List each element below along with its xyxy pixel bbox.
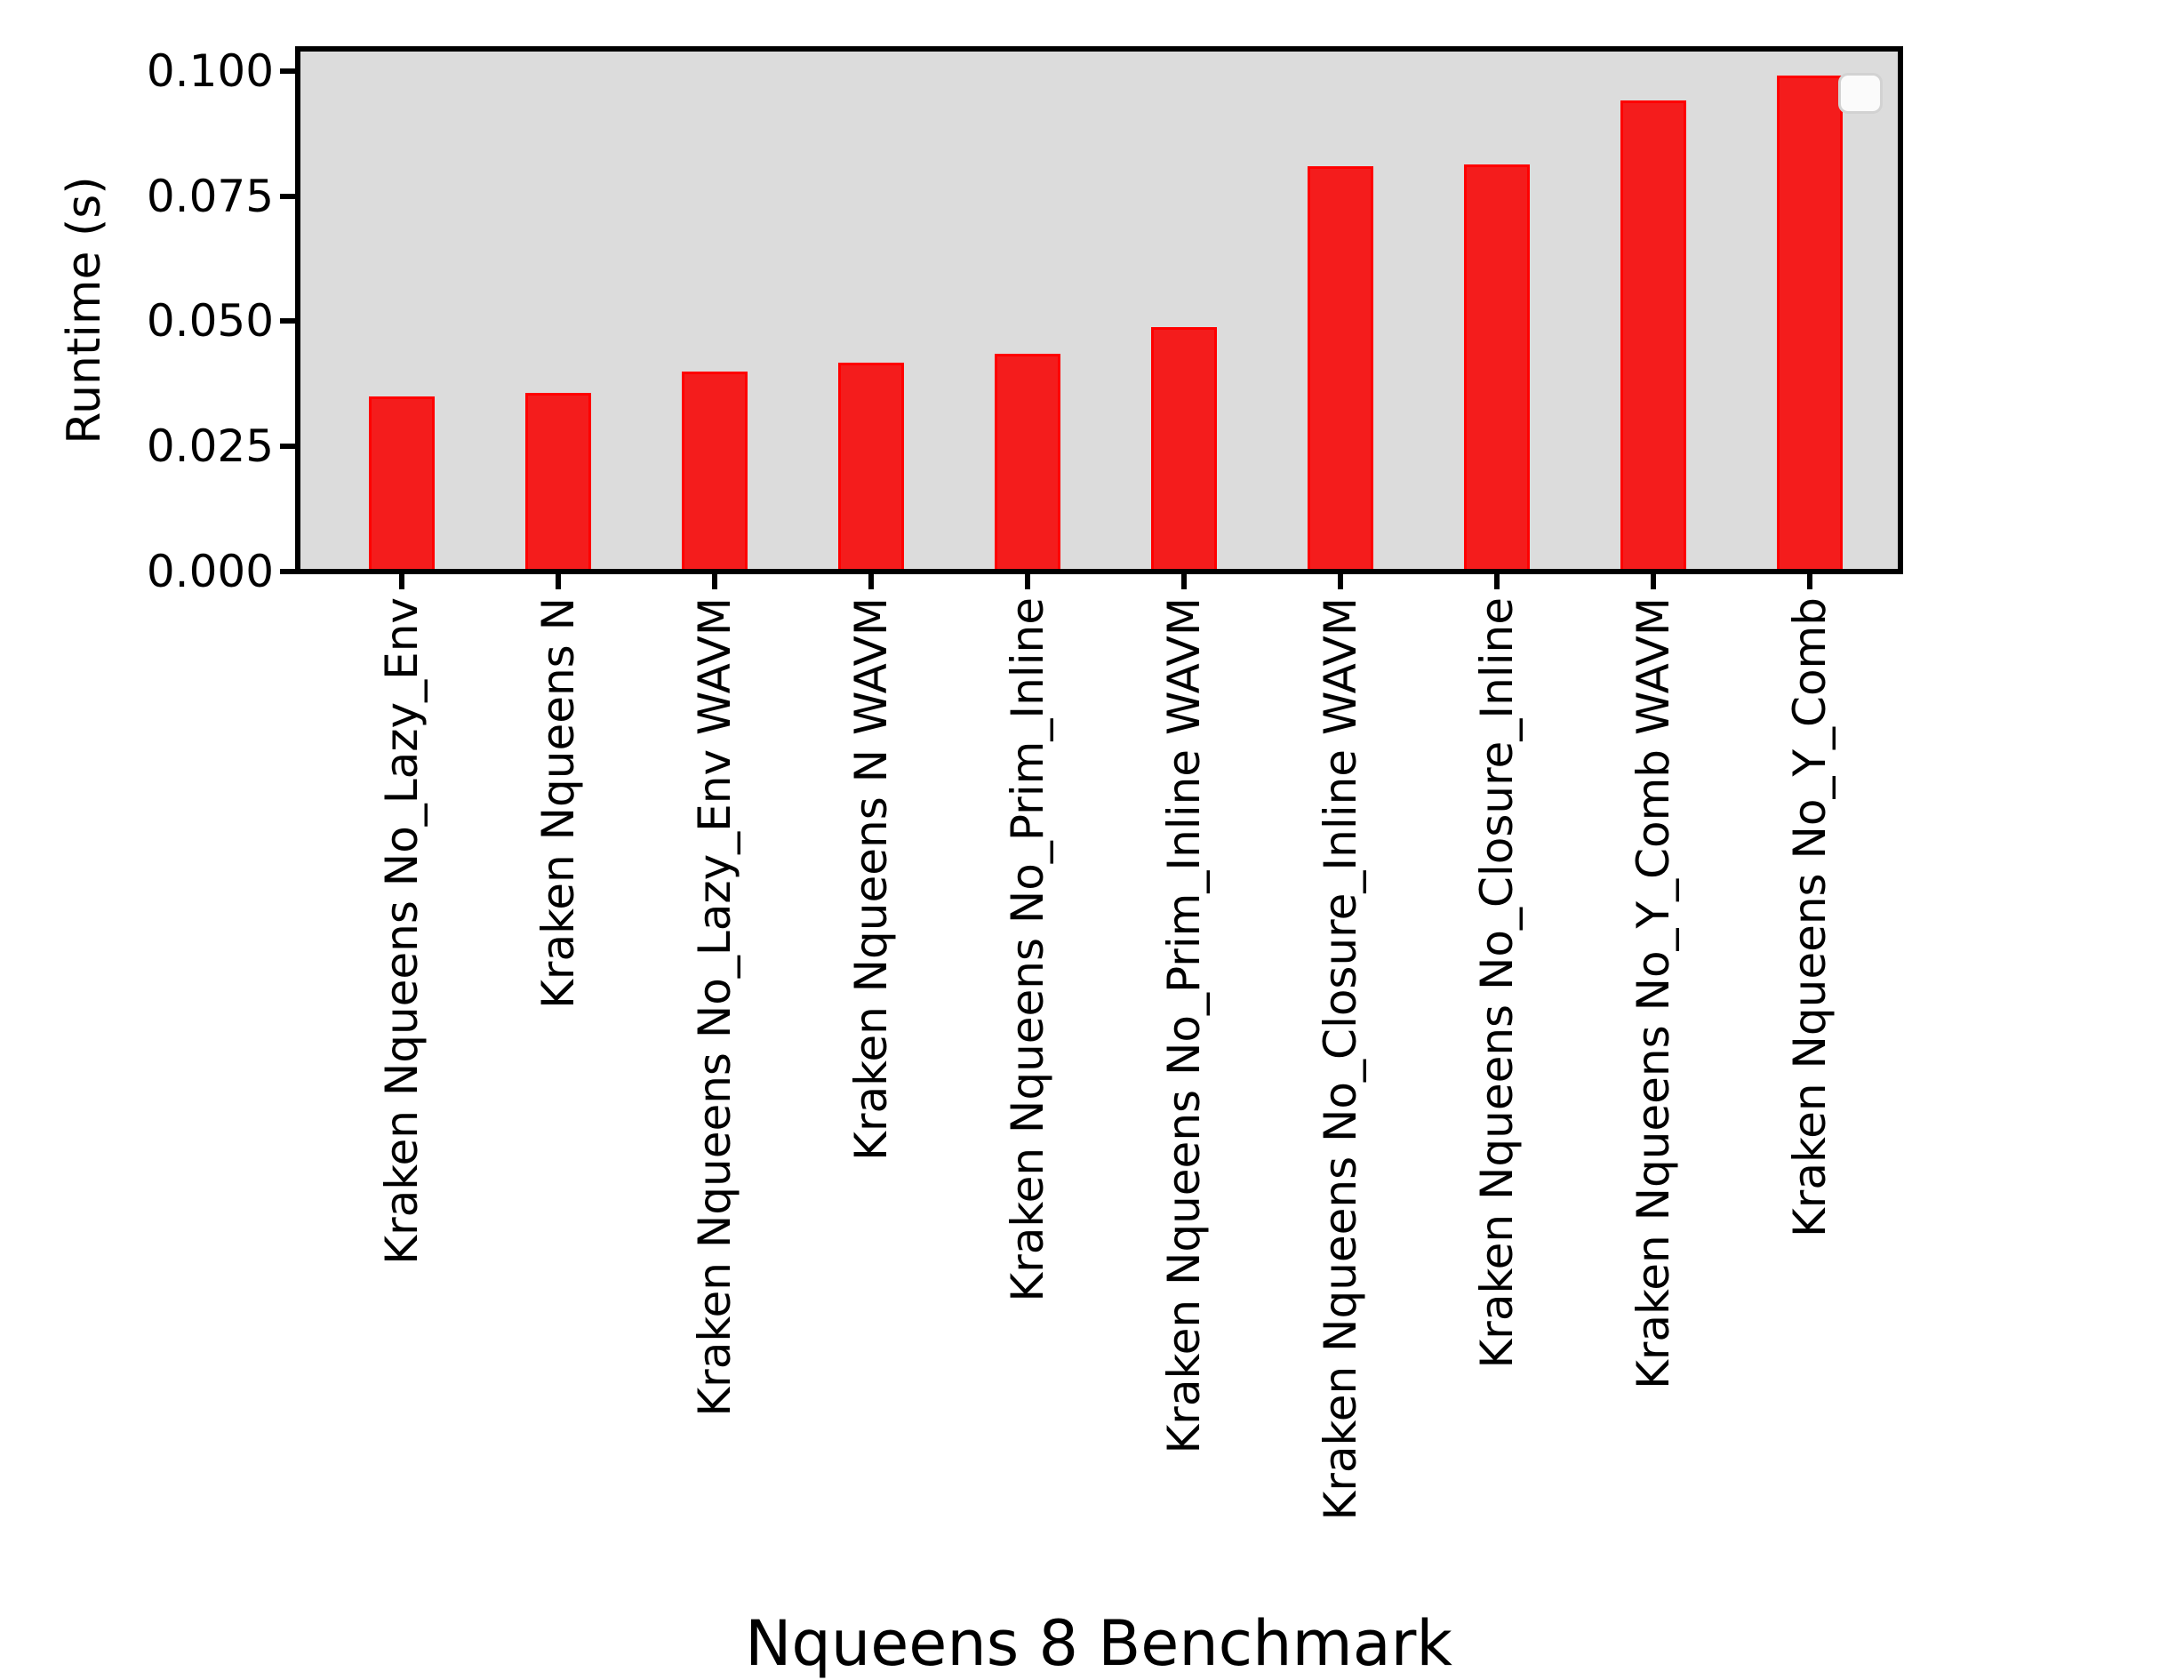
- x-tick-label: Kraken Nqueens No_Prim_Inline WAVM: [1158, 597, 1210, 1454]
- x-tick-label: Kraken Nqueens N: [532, 597, 584, 1009]
- x-tick-mark: [556, 572, 561, 589]
- y-axis-label: Runtime (s): [58, 176, 111, 444]
- x-tick-label: Kraken Nqueens No_Closure_Inline WAVM: [1315, 597, 1366, 1521]
- bar: [838, 363, 904, 572]
- x-tick-mark: [1651, 572, 1656, 589]
- x-tick-mark: [1025, 572, 1030, 589]
- x-tick-label: Kraken Nqueens No_Lazy_Env: [376, 597, 428, 1265]
- bar: [1464, 164, 1530, 572]
- y-tick-label: 0.025: [146, 420, 274, 473]
- y-tick-mark: [280, 444, 298, 450]
- x-tick-mark: [868, 572, 874, 589]
- bar: [1151, 327, 1217, 572]
- x-tick-mark: [1807, 572, 1812, 589]
- x-tick-label: Kraken Nqueens No_Closure_Inline: [1471, 597, 1523, 1369]
- x-tick-mark: [399, 572, 404, 589]
- bar: [682, 371, 748, 572]
- x-tick-mark: [1494, 572, 1500, 589]
- bar: [1620, 100, 1686, 572]
- y-tick-mark: [280, 569, 298, 574]
- x-tick-label: Kraken Nqueens No_Lazy_Env WAVM: [689, 597, 740, 1417]
- plot-spine-left: [295, 46, 300, 574]
- x-tick-label: Kraken Nqueens No_Y_Comb WAVM: [1628, 597, 1679, 1389]
- x-tick-label: Kraken Nqueens No_Prim_Inline: [1002, 597, 1053, 1302]
- y-tick-mark: [280, 318, 298, 324]
- y-tick-mark: [280, 68, 298, 74]
- bar: [369, 396, 435, 572]
- plot-spine-right: [1898, 46, 1903, 574]
- x-tick-mark: [712, 572, 717, 589]
- bar: [1308, 165, 1373, 572]
- x-tick-label: Kraken Nqueens No_Y_Comb: [1784, 597, 1836, 1237]
- plot-spine-bottom: [295, 569, 1903, 574]
- x-tick-mark: [1338, 572, 1343, 589]
- figure: 0.100 0.075 0.050 0.025 0.000 Kraken Nqueens…: [58, 44, 1903, 1680]
- y-tick-label: 0.000: [146, 546, 274, 597]
- y-tick-mark: [280, 193, 298, 199]
- y-tick-label: 0.050: [146, 295, 274, 348]
- x-axis-label: Nqueens 8 Benchmark: [745, 1607, 1452, 1680]
- y-tick-label: 0.075: [146, 170, 274, 222]
- legend-box: [1838, 73, 1883, 114]
- plot-spine-top: [295, 46, 1903, 52]
- bar: [525, 393, 591, 572]
- y-tick-label: 0.100: [146, 44, 274, 97]
- x-tick-label: Kraken Nqueens N WAVM: [845, 597, 897, 1161]
- x-tick-mark: [1181, 572, 1187, 589]
- bar: [1777, 76, 1843, 572]
- bar: [995, 354, 1060, 572]
